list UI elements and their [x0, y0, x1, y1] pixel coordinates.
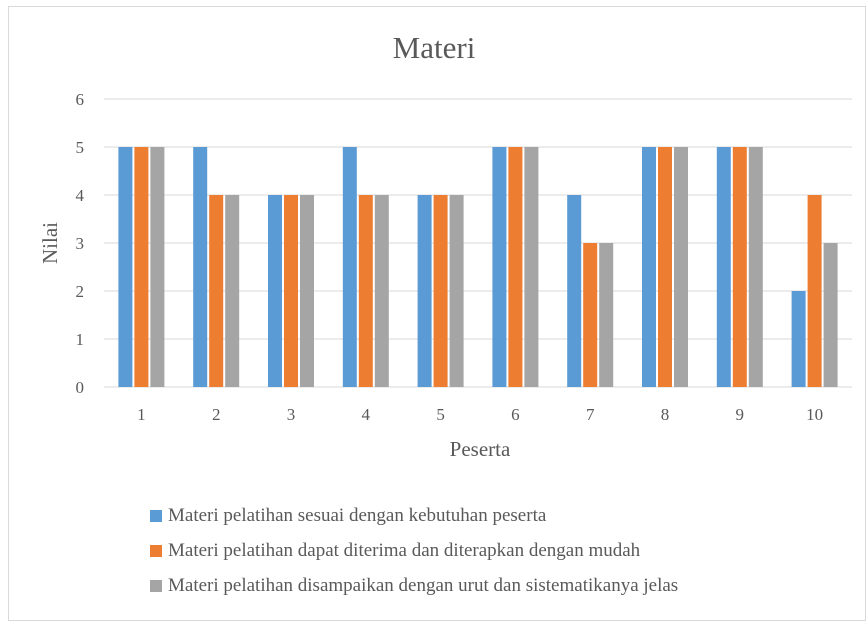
bar-series-1-peserta-9: [716, 147, 731, 387]
legend-label: Materi pelatihan disampaikan dengan urut…: [168, 574, 679, 596]
y-axis-label: Nilai: [38, 222, 62, 264]
x-axis-label: Peserta: [450, 437, 511, 461]
x-tick-label: 8: [661, 405, 670, 424]
bar-series-2-peserta-2: [209, 195, 224, 387]
bar-series-1-peserta-1: [118, 147, 133, 387]
bar-series-3-peserta-4: [374, 195, 389, 387]
bar-series-2-peserta-3: [284, 195, 298, 387]
bar-series-2-peserta-10: [807, 195, 822, 387]
x-tick-label: 10: [806, 405, 823, 424]
legend-item: Materi pelatihan sesuai dengan kebutuhan…: [150, 498, 678, 533]
bar-series-3-peserta-9: [748, 147, 763, 387]
bar-series-3-peserta-6: [524, 147, 539, 387]
legend-label: Materi pelatihan sesuai dengan kebutuhan…: [168, 504, 547, 526]
legend-swatch: [150, 544, 162, 557]
bar-series-1-peserta-6: [492, 147, 507, 387]
bar-series-3-peserta-1: [150, 147, 165, 387]
bar-series-2-peserta-7: [583, 243, 598, 387]
x-tick-label: 3: [287, 405, 296, 424]
y-tick-label: 3: [76, 234, 85, 253]
bar-series-1-peserta-8: [642, 147, 656, 387]
bar-series-1-peserta-5: [417, 195, 432, 387]
y-tick-label: 6: [76, 90, 85, 109]
bar-series-2-peserta-1: [134, 147, 149, 387]
x-tick-label: 7: [586, 405, 595, 424]
y-tick-label: 0: [76, 378, 85, 397]
bar-series-3-peserta-7: [599, 243, 614, 387]
x-tick-labels: 1 2 3 4 5 6 7 8 9 10: [137, 405, 823, 424]
x-tick-label: 6: [511, 405, 520, 424]
chart-legend: Materi pelatihan sesuai dengan kebutuhan…: [150, 498, 678, 603]
x-tick-label: 4: [362, 405, 371, 424]
bar-series-2-peserta-4: [358, 195, 373, 387]
y-tick-labels: 0 1 2 3 4 5 6: [76, 90, 85, 397]
bar-series-3-peserta-2: [225, 195, 240, 387]
bar-series-2-peserta-9: [732, 147, 747, 387]
y-tick-label: 5: [76, 138, 85, 157]
y-tick-label: 4: [76, 186, 85, 205]
x-tick-label: 1: [137, 405, 146, 424]
bar-series-2-peserta-8: [658, 147, 672, 387]
x-tick-label: 5: [436, 405, 445, 424]
bars: [118, 147, 838, 387]
bar-series-1-peserta-7: [567, 195, 582, 387]
chart-title: Materi: [392, 30, 476, 65]
legend-label: Materi pelatihan dapat diterima dan dite…: [168, 539, 641, 561]
bar-series-3-peserta-10: [823, 243, 838, 387]
bar-series-3-peserta-8: [674, 147, 688, 387]
bar-series-1-peserta-10: [791, 291, 806, 387]
legend-swatch: [150, 579, 162, 592]
legend-item: Materi pelatihan disampaikan dengan urut…: [150, 568, 678, 603]
bar-series-1-peserta-2: [193, 147, 208, 387]
legend-item: Materi pelatihan dapat diterima dan dite…: [150, 533, 678, 568]
bar-series-3-peserta-3: [300, 195, 314, 387]
y-tick-label: 1: [76, 330, 85, 349]
y-tick-label: 2: [76, 282, 85, 301]
x-tick-label: 9: [736, 405, 745, 424]
bar-series-3-peserta-5: [449, 195, 464, 387]
bar-series-1-peserta-3: [268, 195, 282, 387]
bar-series-1-peserta-4: [342, 147, 357, 387]
bar-series-2-peserta-5: [433, 195, 448, 387]
bar-series-2-peserta-6: [508, 147, 523, 387]
x-tick-label: 2: [212, 405, 221, 424]
legend-swatch: [150, 509, 162, 522]
